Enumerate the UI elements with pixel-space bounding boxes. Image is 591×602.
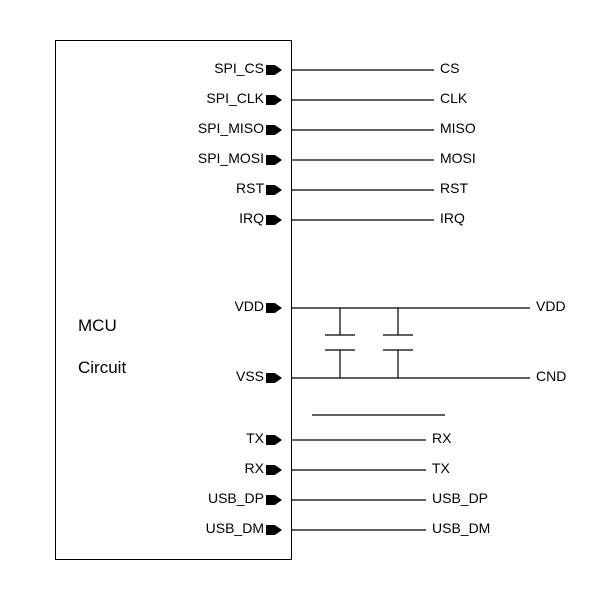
block-title-1: MCU <box>78 316 117 336</box>
block-title-2: Circuit <box>78 358 126 378</box>
label-USB_DM-3: USB_DM <box>432 520 490 536</box>
label-RX-0: RX <box>432 430 451 446</box>
label-IRQ-5: IRQ <box>440 210 465 226</box>
pin-SPI_CS: SPI_CS <box>214 60 264 76</box>
label-USB_DP-2: USB_DP <box>432 490 488 506</box>
label-MOSI-3: MOSI <box>440 150 476 166</box>
pin-VSS: VSS <box>236 368 264 384</box>
label-RST-4: RST <box>440 180 468 196</box>
label-MISO-2: MISO <box>440 120 476 136</box>
pin-RST: RST <box>236 180 264 196</box>
pin-USB_DM: USB_DM <box>206 520 264 536</box>
label-CLK-1: CLK <box>440 90 467 106</box>
label-VDD: VDD <box>536 298 566 314</box>
pin-TX: TX <box>246 430 264 446</box>
pin-VDD: VDD <box>234 298 264 314</box>
pin-SPI_CLK: SPI_CLK <box>206 90 264 106</box>
pin-SPI_MISO: SPI_MISO <box>198 120 264 136</box>
pin-RX: RX <box>245 460 264 476</box>
label-CS-0: CS <box>440 60 459 76</box>
label-TX-1: TX <box>432 460 450 476</box>
pin-IRQ: IRQ <box>239 210 264 226</box>
pin-USB_DP: USB_DP <box>208 490 264 506</box>
label-GND: CND <box>536 368 566 384</box>
pin-SPI_MOSI: SPI_MOSI <box>198 150 264 166</box>
